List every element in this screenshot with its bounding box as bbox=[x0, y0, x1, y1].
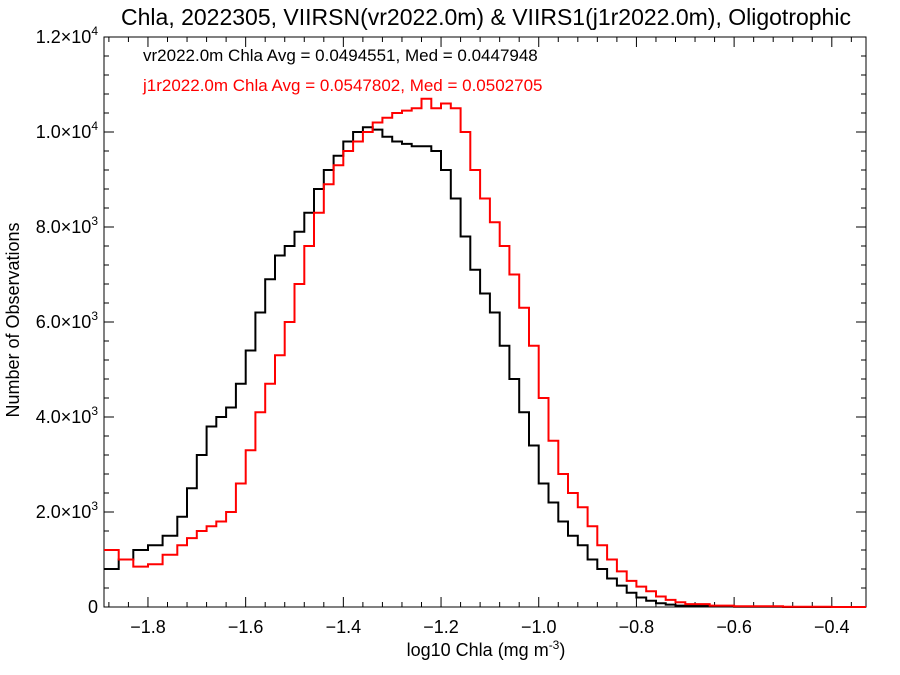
x-axis-label-text: log10 Chla (mg m bbox=[407, 640, 549, 660]
x-axis-label-superscript: -3 bbox=[549, 638, 560, 652]
y-tick-label: 1.2×104 bbox=[36, 24, 99, 47]
chart-title: Chla, 2022305, VIIRSN(vr2022.0m) & VIIRS… bbox=[121, 4, 851, 30]
y-axis-label: Number of Observations bbox=[3, 222, 23, 417]
x-axis: −1.8 −1.6 −1.4 −1.2 −1.0 −0.8 −0.6 −0.4 bbox=[108, 37, 852, 637]
y-tick-label-exponent: 3 bbox=[91, 309, 98, 323]
stats-annotation-1: vr2022.0m Chla Avg = 0.0494551, Med = 0.… bbox=[143, 46, 538, 65]
stats-annotation-2: j1r2022.0m Chla Avg = 0.0547802, Med = 0… bbox=[142, 76, 543, 95]
y-tick-label-exponent: 3 bbox=[91, 404, 98, 418]
x-tick-label: −1.4 bbox=[326, 617, 362, 637]
x-tick-label: −1.0 bbox=[521, 617, 557, 637]
y-tick-label-exponent: 3 bbox=[91, 499, 98, 513]
y-tick-label-exponent: 4 bbox=[91, 24, 98, 38]
y-axis: 02.0×1034.0×1036.0×1038.0×1031.0×1041.2×… bbox=[36, 24, 866, 617]
x-tick-label: −1.2 bbox=[423, 617, 459, 637]
x-tick-label: −0.4 bbox=[814, 617, 850, 637]
y-tick-label-exponent: 3 bbox=[91, 214, 98, 228]
y-tick-label-base: 8.0×10 bbox=[36, 217, 92, 237]
y-tick-label-base: 6.0×10 bbox=[36, 312, 92, 332]
y-tick-label-base: 4.0×10 bbox=[36, 407, 92, 427]
x-tick-label: −1.6 bbox=[228, 617, 264, 637]
y-tick-label-base: 1.0×10 bbox=[36, 122, 92, 142]
y-tick-label-base: 2.0×10 bbox=[36, 502, 92, 522]
y-tick-label-exponent: 4 bbox=[91, 119, 98, 133]
histogram-series-2 bbox=[104, 97, 866, 608]
x-tick-label: −1.8 bbox=[130, 617, 166, 637]
y-tick-label: 0 bbox=[88, 597, 98, 617]
y-tick-label: 8.0×103 bbox=[36, 214, 99, 237]
y-tick-label: 1.0×104 bbox=[36, 119, 99, 142]
statistics-annotations: vr2022.0m Chla Avg = 0.0494551, Med = 0.… bbox=[142, 46, 543, 95]
x-axis-label-close: ) bbox=[559, 640, 565, 660]
histogram-series-1 bbox=[104, 126, 866, 608]
x-tick-label: −0.6 bbox=[716, 617, 752, 637]
y-tick-label: 6.0×103 bbox=[36, 309, 99, 332]
x-tick-label: −0.8 bbox=[619, 617, 655, 637]
y-tick-label: 4.0×103 bbox=[36, 404, 99, 427]
y-tick-label-base: 1.2×10 bbox=[36, 27, 92, 47]
y-tick-label-base: 0 bbox=[88, 597, 98, 617]
y-tick-label: 2.0×103 bbox=[36, 499, 99, 522]
series-group bbox=[104, 97, 866, 608]
x-axis-label: log10 Chla (mg m-3) bbox=[407, 638, 566, 660]
